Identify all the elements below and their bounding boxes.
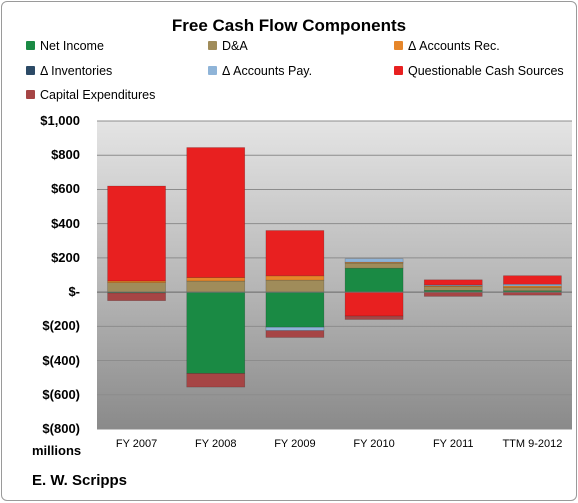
bar-d-a-fy-2010 — [344, 262, 404, 269]
y-tick-label: $1,000 — [40, 113, 80, 128]
bar-d-a-fy-2007 — [107, 282, 166, 293]
bar-capital-expenditures-fy-2011 — [423, 291, 483, 297]
bar-questionable-cash-sources-fy-2008 — [186, 147, 246, 278]
bar-d-a-fy-2009 — [265, 279, 325, 293]
bar-accounts-pay-fy-2010 — [344, 258, 404, 263]
x-tick-label: TTM 9-2012 — [502, 438, 563, 450]
bar-net-income-fy-2008 — [186, 291, 246, 374]
x-tick-label: FY 2009 — [274, 438, 316, 450]
bar-accounts-rec-fy-2009 — [265, 275, 325, 281]
chart-title: Free Cash Flow Components — [171, 16, 407, 35]
y-tick-label: $400 — [51, 215, 80, 231]
y-tick-label: $(800) — [42, 421, 80, 436]
bar-accounts-pay-fy-2009 — [265, 326, 325, 331]
legend-label: Questionable Cash Sources — [408, 64, 564, 78]
legend-swatch — [26, 90, 35, 99]
legend-item-inventories: Δ Inventories — [26, 64, 112, 78]
bar-d-a-fy-2008 — [186, 280, 246, 293]
x-tick-label: FY 2010 — [353, 438, 395, 450]
y-tick-label: $800 — [51, 147, 80, 163]
bar-d-a-fy-2011 — [423, 286, 483, 291]
legend-swatch — [26, 41, 35, 50]
bar-questionable-cash-sources-fy-2010 — [344, 291, 404, 317]
legend-label: Capital Expenditures — [40, 88, 156, 102]
bar-questionable-cash-sources-fy-2009 — [265, 230, 325, 277]
legend-item-d-a: D&A — [208, 39, 248, 53]
y-tick-label: $(200) — [42, 318, 80, 334]
legend-swatch — [26, 66, 35, 75]
legend-swatch — [208, 41, 217, 50]
bar-capital-expenditures-fy-2007 — [107, 292, 166, 301]
y-tick-label: $200 — [51, 249, 80, 265]
legend-label: Δ Accounts Rec. — [408, 39, 500, 53]
legend-item-capital-expenditures: Capital Expenditures — [26, 88, 155, 102]
y-tick-label: $(600) — [42, 386, 80, 402]
bar-capital-expenditures-fy-2008 — [186, 373, 246, 388]
legend-swatch — [208, 66, 217, 75]
x-tick-label: FY 2008 — [195, 438, 237, 450]
bar-capital-expenditures-fy-2010 — [344, 315, 404, 320]
bar-net-income-fy-2010 — [344, 267, 404, 293]
bar-accounts-rec-fy-2008 — [186, 277, 246, 282]
bar-questionable-cash-sources-fy-2007 — [107, 185, 166, 282]
legend-label: Δ Accounts Pay. — [222, 64, 313, 78]
y-tick-label: $(400) — [42, 352, 80, 368]
bar-questionable-cash-sources-ttm-9-2012 — [503, 275, 562, 285]
bar-capital-expenditures-fy-2009 — [265, 330, 325, 338]
bar-d-a-ttm-9-2012 — [503, 287, 562, 292]
x-tick-label: FY 2011 — [432, 438, 474, 450]
legend-item-accounts-rec: Δ Accounts Rec. — [394, 39, 500, 53]
legend-item-questionable-cash-sources: Questionable Cash Sources — [394, 64, 564, 78]
legend-swatch — [394, 41, 403, 50]
bar-net-income-fy-2009 — [265, 291, 325, 328]
y-tick-label: $600 — [51, 181, 80, 197]
legend-label: Δ Inventories — [40, 64, 113, 78]
legend-label: D&A — [222, 39, 248, 53]
legend-swatch — [394, 66, 403, 75]
y-tick-label: $- — [68, 284, 80, 300]
company-name: E. W. Scripps — [32, 472, 128, 489]
legend-item-accounts-pay: Δ Accounts Pay. — [208, 64, 312, 78]
plot-background — [97, 121, 572, 429]
units-label: millions — [32, 443, 82, 458]
x-tick-label: FY 2007 — [115, 438, 158, 450]
legend-label: Net Income — [40, 39, 104, 53]
bar-questionable-cash-sources-fy-2011 — [423, 279, 483, 286]
legend-item-net-income: Net Income — [26, 39, 104, 53]
